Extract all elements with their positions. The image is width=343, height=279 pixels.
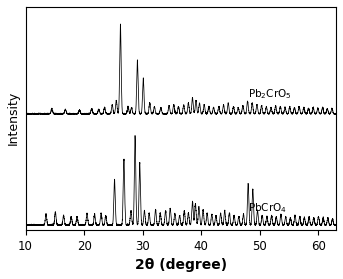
Text: Pb$_2$CrO$_5$: Pb$_2$CrO$_5$ (248, 87, 292, 101)
Text: PbCrO$_4$: PbCrO$_4$ (248, 201, 287, 215)
X-axis label: 2θ (degree): 2θ (degree) (135, 258, 227, 272)
Y-axis label: Intensity: Intensity (7, 91, 20, 145)
